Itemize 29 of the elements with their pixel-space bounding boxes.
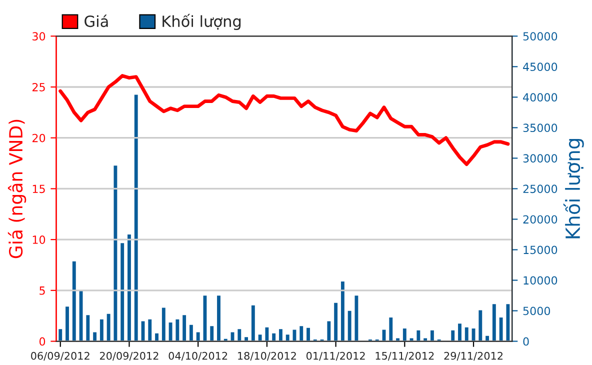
y2-tick-label: 50000 — [523, 32, 558, 41]
x-tick-label: 01/11/2012 — [306, 352, 365, 361]
x-tick-label: 29/11/2012 — [444, 352, 502, 361]
y2-tick-label: 25000 — [523, 184, 558, 194]
y2-axis-title: Khối lượng — [563, 139, 584, 238]
legend-label: Giá — [84, 14, 108, 28]
y-tick-label: 30 — [32, 32, 46, 41]
y2-tick-label: 15000 — [524, 246, 558, 254]
y-axis-title: Giá (ngân VND) — [8, 120, 26, 258]
y2-tick-label: 45000 — [523, 62, 558, 72]
y-tick-label: 25 — [32, 82, 45, 92]
y-tick-label: 5 — [40, 286, 45, 295]
y2-tick-label: 40000 — [523, 93, 558, 102]
legend-label: Khối lượng — [162, 14, 241, 30]
y2-tick-label: 0 — [523, 337, 529, 346]
x-tick-label: 18/10/2012 — [238, 352, 296, 361]
y-tick-label: 20 — [32, 134, 46, 142]
x-tick-label: 06/09/2012 — [31, 352, 90, 361]
y-tick-label: 10 — [32, 236, 46, 244]
y-tick-label: 15 — [32, 184, 45, 194]
x-tick-label: 20/09/2012 — [100, 352, 158, 361]
x-tick-label: 04/10/2012 — [168, 352, 228, 361]
y2-tick-label: 20000 — [523, 215, 558, 224]
y2-tick-label: 10000 — [524, 276, 558, 285]
y-tick-label: 0 — [39, 337, 46, 346]
y2-tick-label: 30000 — [523, 154, 558, 163]
x-tick-label: 15/11/2012 — [376, 352, 434, 361]
y2-tick-label: 35000 — [523, 124, 558, 132]
y2-tick-label: 5000 — [523, 306, 550, 316]
